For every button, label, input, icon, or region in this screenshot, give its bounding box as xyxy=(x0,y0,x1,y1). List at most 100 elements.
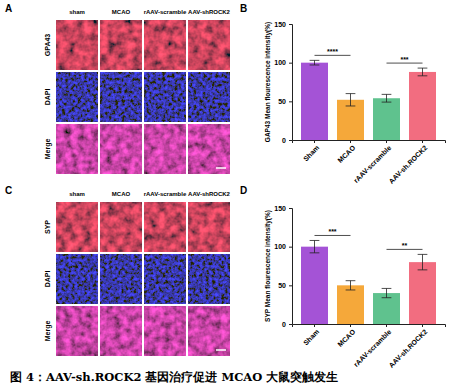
bar xyxy=(409,262,436,324)
tick-mark xyxy=(289,24,292,25)
significance-label: ** xyxy=(402,242,408,249)
error-cap xyxy=(346,93,356,94)
error-bar xyxy=(310,240,320,252)
axis-line xyxy=(289,209,293,325)
row-label: Merge xyxy=(44,139,52,160)
error-line xyxy=(422,68,423,76)
error-bar xyxy=(382,94,392,102)
error-cap xyxy=(418,254,428,255)
tick-label: 150 xyxy=(274,21,286,28)
tick: rAAV-scramble xyxy=(352,140,392,184)
tick-label: Sham xyxy=(302,144,320,162)
panel-label: C xyxy=(5,185,12,196)
error-line xyxy=(350,94,351,106)
micrograph xyxy=(144,72,186,122)
row-label: DAPI xyxy=(44,271,51,288)
tick-mark xyxy=(289,285,292,286)
tick-label: 100 xyxy=(274,243,286,250)
tick: Sham xyxy=(302,324,320,346)
error-bar xyxy=(418,68,428,76)
tick: 100 xyxy=(274,243,292,250)
bar xyxy=(373,293,400,324)
tick-mark xyxy=(289,140,292,141)
tick-label: AAV-sh.ROCK2 xyxy=(388,328,429,369)
micrograph xyxy=(144,20,186,70)
axis-line xyxy=(289,25,293,141)
micrograph xyxy=(100,72,142,122)
figure: ABCDshamMCAOrAAV-scrambleAAV-shROCK2GPA4… xyxy=(0,0,454,389)
x-axis: Sham MCAOrAAV-scrambleAAV-sh.ROCK2 xyxy=(293,140,446,185)
error-bar xyxy=(346,281,356,290)
error-bar xyxy=(418,254,428,269)
error-bar xyxy=(346,94,356,106)
bar xyxy=(409,72,436,140)
micrograph xyxy=(100,306,142,356)
error-line xyxy=(314,240,315,252)
micrograph xyxy=(56,124,98,174)
tick-label: 0 xyxy=(282,321,286,328)
micrograph xyxy=(144,306,186,356)
tick-label: MCAO xyxy=(336,144,356,164)
y-axis-title: SYP Mean flourescence intensity(%) xyxy=(264,210,272,322)
error-bar xyxy=(310,60,320,65)
bar xyxy=(337,285,364,324)
tick-label: 0 xyxy=(282,137,286,144)
micrograph xyxy=(100,20,142,70)
error-line xyxy=(422,254,423,269)
y-axis-title: GAP43 Mean flourescence intensity(%) xyxy=(264,22,272,142)
row-label: DAPI xyxy=(44,89,51,106)
error-cap xyxy=(310,60,320,61)
tick-mark xyxy=(350,140,351,143)
bar xyxy=(337,100,364,140)
tick-mark xyxy=(422,140,423,143)
plot-area xyxy=(301,60,436,140)
significance-label: **** xyxy=(327,48,338,55)
error-cap xyxy=(382,288,392,289)
y-axis: 050100150 xyxy=(274,205,292,328)
error-cap xyxy=(346,289,356,290)
micrograph xyxy=(56,72,98,122)
tick-label: AAV-sh.ROCK2 xyxy=(388,144,429,185)
tick-label: 50 xyxy=(278,282,286,289)
tick: 50 xyxy=(278,98,292,105)
error-cap xyxy=(310,240,320,241)
micrograph xyxy=(188,20,230,70)
micrograph xyxy=(188,124,230,174)
row-label: Merge xyxy=(44,321,52,342)
tick: 0 xyxy=(282,137,292,144)
micrograph xyxy=(100,254,142,304)
column-header: MCAO xyxy=(112,191,131,197)
tick: rAAV-scramble xyxy=(352,324,392,368)
tick-mark xyxy=(386,140,387,143)
micrograph xyxy=(188,306,230,356)
error-cap xyxy=(382,94,392,95)
tick: Sham xyxy=(302,140,320,162)
tick-mark xyxy=(289,101,292,102)
tick: AAV-sh.ROCK2 xyxy=(388,140,429,185)
error-cap xyxy=(382,102,392,103)
micrograph xyxy=(56,202,98,252)
error-cap xyxy=(346,280,356,281)
tick-mark xyxy=(350,324,351,327)
tick-label: MCAO xyxy=(336,328,356,348)
error-cap xyxy=(418,75,428,76)
micrograph xyxy=(56,254,98,304)
tick-mark xyxy=(314,140,315,143)
bar xyxy=(373,98,400,140)
column-header: AAV-shROCK2 xyxy=(188,191,231,197)
tick-mark xyxy=(386,324,387,327)
tick-mark xyxy=(289,324,292,325)
tick-label: Sham xyxy=(302,328,320,346)
micrograph xyxy=(188,72,230,122)
axis-line xyxy=(293,325,446,328)
micrograph xyxy=(100,124,142,174)
micrograph xyxy=(56,20,98,70)
micrograph xyxy=(144,202,186,252)
tick-mark xyxy=(289,247,292,248)
x-axis: Sham MCAOrAAV-scrambleAAV-sh.ROCK2 xyxy=(293,324,446,369)
tick-mark xyxy=(289,208,292,209)
error-line xyxy=(350,281,351,290)
error-line xyxy=(386,94,387,102)
column-header: rAAV-scramble xyxy=(144,191,187,197)
tick: AAV-sh.ROCK2 xyxy=(388,324,429,369)
